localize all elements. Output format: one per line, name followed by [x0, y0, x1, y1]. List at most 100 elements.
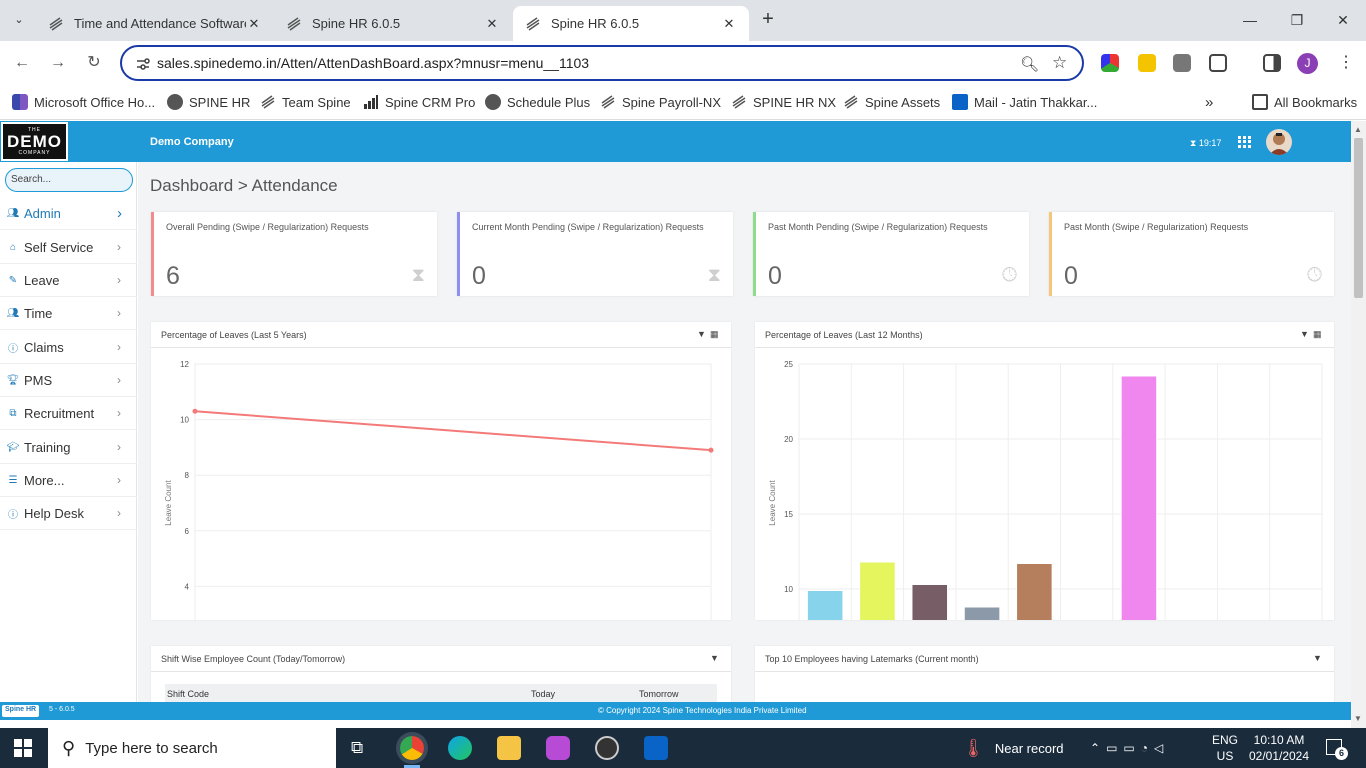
tab-close-icon[interactable]: ✕ — [723, 15, 735, 31]
taskbar-clock[interactable]: 10:10 AM 02/01/2024 — [1248, 733, 1310, 763]
chrome-taskbar-icon[interactable] — [400, 736, 424, 760]
omnibox[interactable]: sales.spinedemo.in/Atten/AttenDashBoard.… — [120, 45, 1084, 81]
sidebar-item-recruitment[interactable]: ⧉ Recruitment › — [0, 397, 137, 430]
windows-start-icon[interactable] — [14, 739, 32, 757]
sidebar-item-admin[interactable]: 👥︎ Admin › — [0, 197, 137, 230]
chevron-right-icon: › — [117, 273, 121, 287]
card-title: Past Month (Swipe / Regularization) Requ… — [1064, 222, 1249, 232]
sidebar-item-pms[interactable]: 🏆︎ PMS › — [0, 364, 137, 397]
company-logo[interactable]: THE DEMO COMPANY — [1, 122, 68, 161]
y-tick-label: 15 — [784, 510, 793, 519]
system-tray-icons[interactable]: ⌃ ▭ ▭ ◔ ◁ — [1090, 728, 1169, 768]
panel-header: Percentage of Leaves (Last 5 Years) ▼ ▦ — [151, 322, 731, 348]
sidebar-item-more[interactable]: ☰ More... › — [0, 464, 137, 497]
chevron-up-icon[interactable]: ⌃ — [1090, 741, 1107, 755]
y-tick-label: 6 — [185, 527, 190, 536]
extensions-puzzle-icon[interactable] — [1209, 54, 1227, 72]
browser-tab-1[interactable]: Time and Attendance Software ✕ — [36, 6, 274, 41]
shift-table-header: Shift Code Today Tomorrow — [165, 684, 717, 702]
bookmark-item[interactable]: Mail - Jatin Thakkar... — [952, 92, 1097, 112]
kpi-card-past-month-pending[interactable]: Past Month Pending (Swipe / Regularizati… — [753, 212, 1029, 296]
card-title: Current Month Pending (Swipe / Regulariz… — [472, 222, 704, 232]
menu-grid-icon[interactable]: ▦ — [1313, 329, 1322, 339]
zoom-search-icon[interactable]: 🔍︎ — [1020, 56, 1040, 73]
bookmark-item[interactable]: Schedule Plus — [485, 92, 590, 112]
kpi-card-current-month-pending[interactable]: Current Month Pending (Swipe / Regulariz… — [457, 212, 733, 296]
extension-yellow-icon[interactable] — [1138, 54, 1156, 72]
browser-menu-icon[interactable]: ⋮ — [1338, 54, 1354, 71]
filter-icon[interactable]: ▼ — [1300, 329, 1309, 339]
scrollbar-thumb[interactable] — [1354, 138, 1363, 298]
sidebar-item-self-service[interactable]: ⌂ Self Service › — [0, 231, 137, 264]
new-tab-button[interactable]: + — [762, 8, 774, 30]
tab-search-dropdown[interactable]: ⌄ — [14, 14, 24, 26]
network-icon[interactable]: ▭ — [1106, 741, 1124, 755]
bookmark-item[interactable]: Spine CRM Pro — [363, 92, 475, 112]
app-footer: Spine HR 5 - 6.0.5 © Copyright 2024 Spin… — [0, 702, 1351, 720]
minimize-button[interactable]: — — [1243, 12, 1257, 28]
close-window-button[interactable]: ✕ — [1337, 12, 1349, 28]
site-info-icon[interactable] — [136, 57, 150, 71]
edge-taskbar-icon[interactable] — [448, 736, 472, 760]
profile-avatar[interactable]: J — [1297, 53, 1318, 74]
filter-icon[interactable]: ▼ — [710, 653, 719, 663]
page-scrollbar[interactable]: ▲ ▼ — [1351, 121, 1366, 728]
menu-grid-icon[interactable]: ▦ — [710, 329, 719, 339]
sidebar-search-input[interactable]: Search... — [5, 168, 133, 192]
tab-close-icon[interactable]: ✕ — [486, 15, 498, 31]
battery-icon[interactable]: ▭ — [1123, 741, 1141, 755]
filter-icon[interactable]: ▼ — [697, 329, 706, 339]
wps-office-icon[interactable] — [546, 736, 570, 760]
language-indicator[interactable]: ENG US — [1212, 733, 1239, 763]
extension-gray-icon[interactable] — [1173, 54, 1191, 72]
extension-colors-icon[interactable] — [1101, 54, 1119, 72]
all-bookmarks[interactable]: All Bookmarks — [1252, 92, 1357, 112]
tab-close-icon[interactable]: ✕ — [248, 15, 260, 31]
bookmark-star-icon[interactable]: ☆ — [1052, 53, 1068, 72]
sidebar-item-help-desk[interactable]: ⓘ Help Desk › — [0, 497, 137, 530]
restore-button[interactable]: ❐ — [1290, 12, 1304, 28]
company-name: Demo Company — [150, 136, 234, 148]
kpi-card-past-month[interactable]: Past Month (Swipe / Regularization) Requ… — [1049, 212, 1334, 296]
sidebar-item-time[interactable]: 👥︎ Time › — [0, 297, 137, 330]
info-icon: ⓘ — [8, 509, 18, 521]
browser-tab-2[interactable]: Spine HR 6.0.5 ✕ — [274, 6, 512, 41]
task-view-icon[interactable]: ⧉ — [351, 738, 364, 757]
file-explorer-icon[interactable] — [497, 736, 521, 760]
apps-grid-icon[interactable] — [1238, 136, 1251, 148]
scroll-down-arrow-icon[interactable]: ▼ — [1354, 714, 1362, 723]
sidebar-item-claims[interactable]: ⓘ Claims › — [0, 331, 137, 364]
wifi-icon[interactable]: ◔ — [1140, 741, 1154, 755]
browser-tab-3-active[interactable]: Spine HR 6.0.5 ✕ — [513, 6, 749, 41]
sidebar-item-training[interactable]: 🎓︎ Training › — [0, 431, 137, 464]
bookmark-item[interactable]: Spine Payroll-NX — [600, 92, 721, 112]
card-value: 0 — [472, 262, 486, 290]
sidebar-item-leave[interactable]: ✎ Leave › — [0, 264, 137, 297]
bookmark-item[interactable]: Team Spine — [260, 92, 351, 112]
url-text[interactable]: sales.spinedemo.in/Atten/AttenDashBoard.… — [157, 55, 590, 71]
bookmark-item[interactable]: Spine Assets — [843, 92, 940, 112]
bar — [1120, 375, 1158, 620]
bookmark-item[interactable]: SPINE HR — [167, 92, 250, 112]
more-bookmarks-chevron-icon[interactable]: » — [1205, 93, 1214, 111]
bookmark-item[interactable]: Microsoft Office Ho... — [12, 92, 155, 112]
reload-button[interactable]: ↻ — [87, 54, 101, 71]
taskbar-search-box[interactable]: ⚲ Type here to search — [48, 728, 336, 768]
user-avatar[interactable] — [1266, 129, 1292, 155]
tab-label: Spine HR 6.0.5 — [312, 16, 401, 31]
col-shift-code: Shift Code — [167, 689, 210, 699]
scroll-up-arrow-icon[interactable]: ▲ — [1354, 125, 1362, 134]
chevron-right-icon: › — [117, 473, 121, 487]
obs-icon[interactable] — [595, 736, 619, 760]
y-tick-label: 4 — [185, 582, 190, 591]
side-panel-icon[interactable] — [1263, 54, 1281, 72]
forward-button[interactable]: → — [50, 54, 66, 71]
weather-widget[interactable]: 🌡︎ Near record — [962, 737, 1064, 758]
data-point — [192, 408, 198, 414]
back-button[interactable]: ← — [14, 54, 30, 71]
filter-icon[interactable]: ▼ — [1313, 653, 1322, 663]
volume-icon[interactable]: ◁ — [1154, 741, 1170, 755]
kpi-card-overall-pending[interactable]: Overall Pending (Swipe / Regularization)… — [151, 212, 437, 296]
outlook-taskbar-icon[interactable] — [644, 736, 668, 760]
bookmark-item[interactable]: SPINE HR NX — [731, 92, 836, 112]
